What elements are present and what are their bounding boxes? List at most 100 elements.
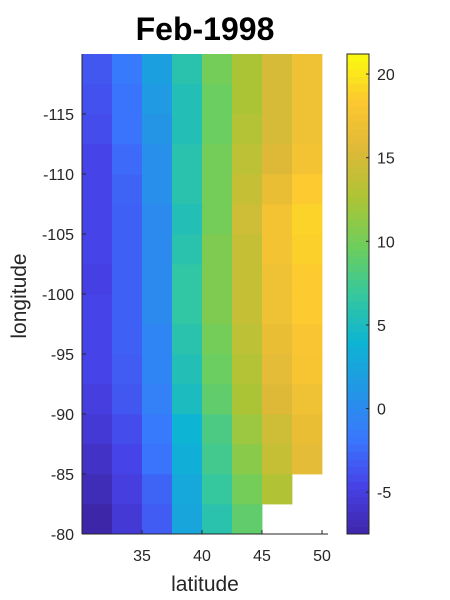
heatmap-cell xyxy=(262,384,293,415)
heatmap-cell xyxy=(112,144,143,175)
heatmap-cell xyxy=(292,84,323,115)
colorbar-segment xyxy=(347,54,369,62)
colorbar-segment xyxy=(347,204,369,212)
heatmap-cell xyxy=(172,474,203,505)
colorbar-segment xyxy=(347,504,369,512)
colorbar-segment xyxy=(347,264,369,272)
heatmap-cell xyxy=(82,294,113,325)
heatmap-cell xyxy=(172,84,203,115)
heatmap-cell xyxy=(112,474,143,505)
colorbar-segment xyxy=(347,466,369,475)
heatmap-cell xyxy=(262,354,293,385)
heatmap-cell xyxy=(82,324,113,355)
colorbar-segment xyxy=(347,226,369,235)
heatmap-cell xyxy=(292,414,323,445)
colorbar-segment xyxy=(347,114,369,122)
heatmap-cell xyxy=(262,204,293,235)
heatmap-cell xyxy=(82,54,113,85)
heatmap-cell xyxy=(82,84,113,115)
heatmap-cell xyxy=(232,264,263,295)
y-tick-label: -105 xyxy=(42,227,74,244)
heatmap-cell xyxy=(172,264,203,295)
colorbar-segment xyxy=(347,84,369,92)
heatmap-cell xyxy=(112,354,143,385)
colorbar-segment xyxy=(347,241,369,250)
heatmap-cell xyxy=(262,114,293,145)
heatmap-cell xyxy=(292,234,323,265)
colorbar-segment xyxy=(347,451,369,460)
heatmap-cell xyxy=(292,114,323,145)
heatmap-cell xyxy=(142,84,173,115)
heatmap-cells xyxy=(82,54,323,535)
heatmap-cell xyxy=(142,384,173,415)
heatmap-cell xyxy=(172,204,203,235)
colorbar-segment xyxy=(347,196,369,205)
colorbar-segment xyxy=(347,444,369,452)
heatmap-cell xyxy=(82,234,113,265)
heatmap-cell xyxy=(142,474,173,505)
heatmap-cell xyxy=(82,114,113,145)
heatmap-cell xyxy=(202,354,233,385)
colorbar-segment xyxy=(347,316,369,325)
heatmap-cell xyxy=(112,324,143,355)
heatmap-cell xyxy=(202,144,233,175)
heatmap-cell xyxy=(292,444,323,475)
heatmap-cell xyxy=(82,444,113,475)
heatmap-cell xyxy=(262,174,293,205)
colorbar-tick-label: 10 xyxy=(377,234,395,251)
y-tick-label: -115 xyxy=(43,107,74,124)
colorbar-segment xyxy=(347,279,369,287)
colorbar-tick-label: 15 xyxy=(377,151,395,168)
chart-title: Feb-1998 xyxy=(136,11,275,47)
heatmap-cell xyxy=(142,144,173,175)
colorbar-segment xyxy=(347,294,369,302)
heatmap-cell xyxy=(112,264,143,295)
heatmap-cell xyxy=(112,204,143,235)
x-tick-label: 45 xyxy=(253,548,271,565)
colorbar-segment xyxy=(347,519,369,527)
x-axis-ticks: 35 40 45 50 xyxy=(133,530,331,565)
colorbar-segment xyxy=(347,421,369,430)
heatmap-cell xyxy=(232,204,263,235)
colorbar-segment xyxy=(347,391,369,400)
colorbar-segment xyxy=(347,76,369,85)
heatmap-cell xyxy=(112,504,143,535)
colorbar-segment xyxy=(347,234,369,242)
colorbar-segment xyxy=(347,459,369,467)
heatmap-cell xyxy=(142,504,173,535)
heatmap-cell xyxy=(202,504,233,535)
heatmap-cell xyxy=(262,264,293,295)
heatmap-cell xyxy=(202,54,233,85)
heatmap-cell xyxy=(262,54,293,85)
colorbar-segment xyxy=(347,151,369,160)
heatmap-cell xyxy=(292,324,323,355)
colorbar-segment xyxy=(347,271,369,280)
heatmap-cell xyxy=(202,174,233,205)
colorbar-segment xyxy=(347,526,369,535)
heatmap-cell xyxy=(82,384,113,415)
heatmap-cell xyxy=(202,414,233,445)
y-tick-label: -85 xyxy=(51,467,74,484)
heatmap-cell xyxy=(112,414,143,445)
colorbar-segment xyxy=(347,144,369,152)
colorbar-segment xyxy=(347,489,369,497)
heatmap-cell xyxy=(112,114,143,145)
heatmap-cell xyxy=(202,384,233,415)
heatmap-cell xyxy=(232,54,263,85)
colorbar-tick-label: 5 xyxy=(377,318,386,335)
heatmap-cell xyxy=(202,84,233,115)
y-tick-label: -100 xyxy=(42,287,74,304)
heatmap-cell xyxy=(232,234,263,265)
heatmap-cell xyxy=(142,324,173,355)
colorbar-segment xyxy=(347,256,369,265)
heatmap-cell xyxy=(232,414,263,445)
heatmap-cell xyxy=(202,474,233,505)
heatmap-cell xyxy=(172,324,203,355)
heatmap-cell xyxy=(232,144,263,175)
heatmap-cell xyxy=(262,474,293,505)
heatmap-cell xyxy=(172,174,203,205)
heatmap-cell xyxy=(172,294,203,325)
y-axis-ticks: -80 -85 -90 -95 -100 -105 -110 -115 xyxy=(42,107,86,544)
colorbar-segment xyxy=(347,384,369,392)
